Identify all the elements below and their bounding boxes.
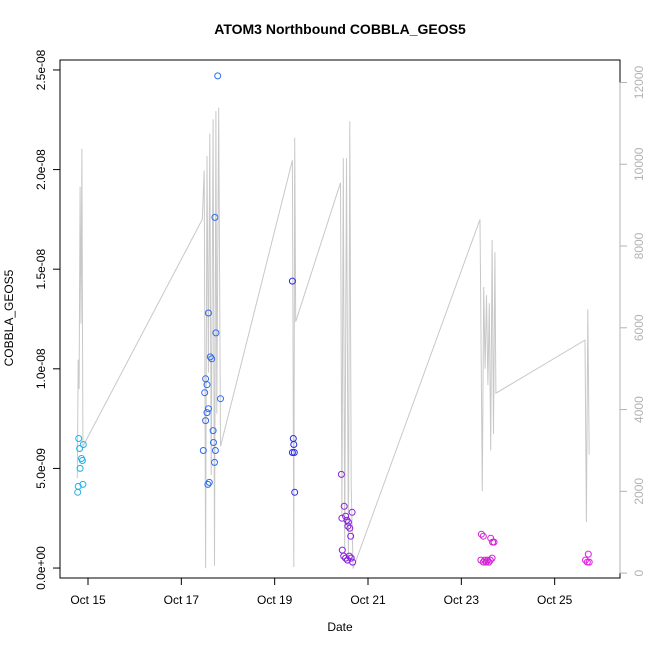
- data-point: [484, 556, 491, 564]
- data-point: [78, 457, 86, 464]
- data-point: [75, 435, 83, 442]
- data-point: [74, 488, 82, 496]
- data-point: [345, 552, 353, 560]
- y-tick-label: 2.5e-08: [34, 49, 48, 90]
- y-axis-label: COBBLA_GEOS5: [2, 269, 16, 366]
- data-point: [204, 480, 212, 488]
- data-point: [201, 389, 209, 397]
- data-point: [205, 478, 213, 486]
- data-point: [486, 556, 494, 564]
- chart-title: ATOM3 Northbound COBBLA_GEOS5: [214, 21, 466, 37]
- data-point: [214, 72, 222, 80]
- y2-tick-label: 12000: [632, 65, 646, 99]
- data-point: [340, 502, 348, 510]
- data-point: [290, 449, 298, 456]
- y2-tick-label: 6000: [632, 314, 646, 341]
- data-point: [347, 532, 355, 540]
- data-point: [347, 554, 355, 562]
- data-point: [482, 558, 490, 566]
- y2-tick-label: 2000: [632, 478, 646, 505]
- data-point: [208, 355, 216, 363]
- data-point: [479, 532, 487, 540]
- data-point: [211, 458, 218, 466]
- data-point: [204, 309, 212, 317]
- x-tick-label: Oct 17: [164, 593, 200, 607]
- altitude-line: [76, 107, 590, 569]
- x-tick-label: Oct 19: [257, 593, 293, 607]
- data-point: [211, 447, 219, 454]
- data-point: [203, 409, 211, 417]
- y-tick-label: 0.0e+00: [34, 546, 48, 590]
- data-point: [79, 480, 87, 488]
- y-tick-label: 2.0e-08: [34, 149, 48, 190]
- plot-frame: [59, 59, 621, 579]
- x-tick-label: Oct 21: [350, 593, 386, 607]
- data-point: [204, 405, 212, 413]
- y-tick-label: 1.5e-08: [34, 249, 48, 290]
- points-layer: [74, 72, 593, 566]
- data-point: [490, 538, 498, 546]
- data-point: [209, 427, 217, 435]
- data-point: [583, 558, 591, 566]
- data-point: [291, 488, 299, 496]
- data-point: [202, 375, 210, 383]
- data-point: [337, 470, 345, 478]
- data-point: [290, 441, 298, 448]
- y-tick-label: 1.0e-08: [34, 348, 48, 389]
- data-point: [76, 445, 84, 452]
- data-point: [288, 277, 296, 285]
- x-tick-label: Oct 23: [444, 593, 480, 607]
- data-point: [212, 329, 220, 337]
- data-point: [349, 558, 357, 566]
- altitude-layer: [76, 107, 590, 569]
- data-point: [346, 524, 354, 532]
- x-tick-label: Oct 15: [70, 593, 106, 607]
- x-axis-label: Date: [327, 620, 353, 634]
- data-point: [288, 449, 296, 456]
- data-point: [203, 381, 211, 389]
- data-point: [211, 213, 219, 221]
- data-point: [348, 508, 356, 516]
- data-point: [477, 530, 485, 538]
- data-point: [79, 441, 87, 448]
- data-point: [344, 522, 352, 530]
- data-point: [202, 417, 210, 425]
- data-point: [342, 512, 350, 520]
- y2-tick-label: 8000: [632, 232, 646, 259]
- data-point: [210, 439, 217, 446]
- data-point: [206, 353, 214, 361]
- y2-tick-label: 4000: [632, 396, 646, 423]
- x-tick-label: Oct 25: [537, 593, 573, 607]
- data-point: [582, 556, 589, 564]
- y2-tick-label: 10000: [632, 147, 646, 181]
- y-tick-label: 5.0e-09: [34, 448, 48, 489]
- data-point: [199, 447, 207, 454]
- data-point: [217, 395, 224, 403]
- y2-tick-label: 0: [632, 569, 646, 576]
- axes-layer: Oct 15 Oct 17 Oct 19 Oct 21 Oct 23 Oct 25 0.0e…: [34, 49, 646, 607]
- data-point: [76, 464, 84, 472]
- data-point: [585, 558, 593, 566]
- data-point: [338, 546, 346, 554]
- data-point: [584, 550, 592, 558]
- data-point: [488, 554, 496, 562]
